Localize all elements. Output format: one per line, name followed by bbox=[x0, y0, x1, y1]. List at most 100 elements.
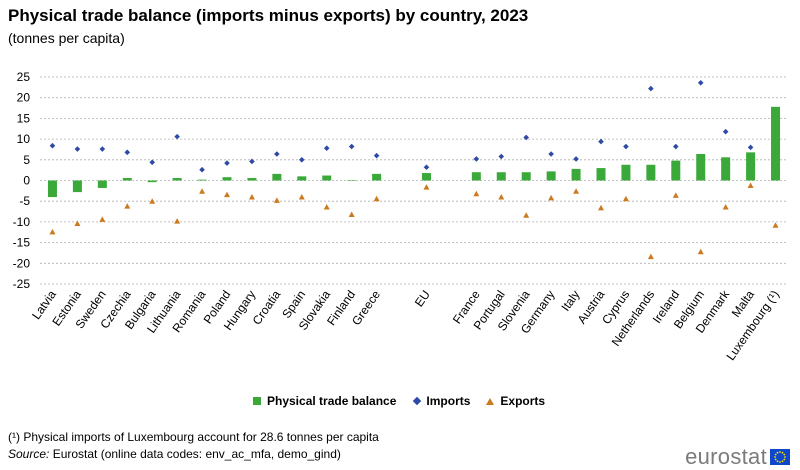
bar-balance bbox=[496, 172, 506, 181]
bar-balance bbox=[47, 180, 57, 198]
point-exports bbox=[373, 195, 380, 202]
y-tick-label: 0 bbox=[23, 174, 30, 188]
point-imports bbox=[373, 152, 380, 159]
legend-label-imports: Imports bbox=[426, 394, 471, 408]
point-exports bbox=[772, 222, 779, 228]
bar-balance bbox=[721, 157, 731, 181]
bar-balance bbox=[571, 168, 581, 181]
bar-balance bbox=[72, 180, 82, 193]
bar-balance bbox=[322, 175, 332, 181]
point-exports bbox=[348, 211, 355, 217]
source-label: Source: bbox=[8, 447, 50, 461]
source-note: Source: Eurostat (online data codes: env… bbox=[8, 447, 341, 461]
legend-item-imports: Imports bbox=[412, 394, 470, 408]
bar-balance bbox=[421, 173, 431, 181]
point-imports bbox=[673, 143, 679, 150]
point-imports bbox=[149, 159, 155, 166]
legend-swatch-exports bbox=[486, 397, 495, 405]
point-exports bbox=[722, 203, 729, 210]
bar-balance bbox=[297, 176, 307, 181]
legend: Physical trade balance Imports Exports bbox=[253, 394, 561, 408]
point-exports bbox=[248, 194, 255, 200]
bar-balance bbox=[172, 178, 182, 181]
point-imports bbox=[648, 85, 654, 92]
bar-balance bbox=[272, 173, 282, 181]
legend-swatch-balance bbox=[253, 397, 261, 405]
y-tick-label: -20 bbox=[13, 256, 31, 270]
bar-balance bbox=[646, 164, 656, 181]
bar-balance bbox=[546, 171, 556, 181]
bar-balance bbox=[696, 154, 706, 181]
point-exports bbox=[747, 182, 754, 188]
point-imports bbox=[598, 138, 604, 145]
point-exports bbox=[149, 198, 156, 204]
point-imports bbox=[348, 143, 355, 150]
point-exports bbox=[224, 191, 230, 198]
bar-balance bbox=[746, 152, 756, 181]
bar-balance bbox=[222, 177, 232, 181]
legend-swatch-imports bbox=[413, 396, 422, 406]
point-imports bbox=[573, 156, 579, 162]
legend-item-exports: Exports bbox=[486, 394, 545, 408]
bar-balance bbox=[521, 172, 531, 181]
point-exports bbox=[498, 194, 505, 200]
point-imports bbox=[199, 166, 205, 173]
point-imports bbox=[99, 146, 106, 152]
bar-balance bbox=[197, 179, 207, 181]
point-exports bbox=[548, 194, 555, 201]
bar-balance bbox=[97, 180, 107, 188]
bar-balance bbox=[347, 180, 357, 181]
point-exports bbox=[647, 253, 654, 260]
x-tick-label: Italy bbox=[558, 288, 582, 314]
bar-balance bbox=[671, 160, 681, 181]
point-imports bbox=[224, 160, 230, 166]
legend-label-exports: Exports bbox=[500, 394, 546, 408]
point-exports bbox=[622, 195, 629, 202]
y-tick-label: 25 bbox=[17, 70, 31, 84]
point-exports bbox=[199, 188, 206, 194]
point-exports bbox=[49, 228, 56, 235]
y-tick-label: -5 bbox=[19, 194, 30, 208]
point-exports bbox=[473, 190, 480, 197]
point-imports bbox=[74, 146, 81, 152]
point-exports bbox=[523, 212, 530, 218]
y-tick-label: 5 bbox=[23, 153, 30, 167]
bar-balance bbox=[372, 173, 382, 181]
bar-balance bbox=[621, 164, 631, 181]
point-imports bbox=[722, 128, 729, 135]
bar-balance bbox=[596, 168, 606, 181]
bar-balance bbox=[771, 106, 781, 181]
chart-area: 2520151050-5-10-15-20-25LatviaEstoniaSwe… bbox=[13, 70, 788, 363]
point-exports bbox=[273, 197, 280, 203]
chart-subtitle: (tonnes per capita) bbox=[8, 30, 125, 46]
point-exports bbox=[298, 194, 305, 200]
chart-title: Physical trade balance (imports minus ex… bbox=[8, 6, 529, 25]
point-imports bbox=[249, 158, 255, 165]
point-imports bbox=[299, 157, 305, 163]
point-imports bbox=[423, 164, 430, 171]
point-exports bbox=[99, 216, 106, 222]
bar-balance bbox=[471, 172, 481, 181]
point-imports bbox=[124, 149, 131, 156]
point-imports bbox=[548, 151, 554, 157]
source-text: Eurostat (online data codes: env_ac_mfa,… bbox=[49, 447, 341, 461]
legend-label-balance: Physical trade balance bbox=[267, 394, 397, 408]
point-exports bbox=[573, 188, 580, 194]
bar-balance bbox=[247, 178, 257, 181]
point-imports bbox=[274, 151, 280, 157]
point-imports bbox=[623, 143, 629, 150]
point-imports bbox=[697, 79, 704, 86]
point-exports bbox=[598, 204, 604, 211]
y-tick-label: 15 bbox=[17, 111, 31, 125]
logo-text: eurostat bbox=[685, 444, 767, 469]
point-imports bbox=[323, 145, 330, 152]
point-imports bbox=[498, 153, 505, 160]
point-imports bbox=[49, 142, 56, 149]
y-tick-label: -15 bbox=[13, 236, 31, 250]
point-exports bbox=[174, 218, 181, 224]
y-tick-label: -25 bbox=[13, 277, 31, 291]
eu-flag-icon bbox=[770, 449, 790, 465]
point-exports bbox=[697, 248, 704, 255]
point-imports bbox=[747, 144, 754, 151]
point-imports bbox=[174, 133, 180, 140]
